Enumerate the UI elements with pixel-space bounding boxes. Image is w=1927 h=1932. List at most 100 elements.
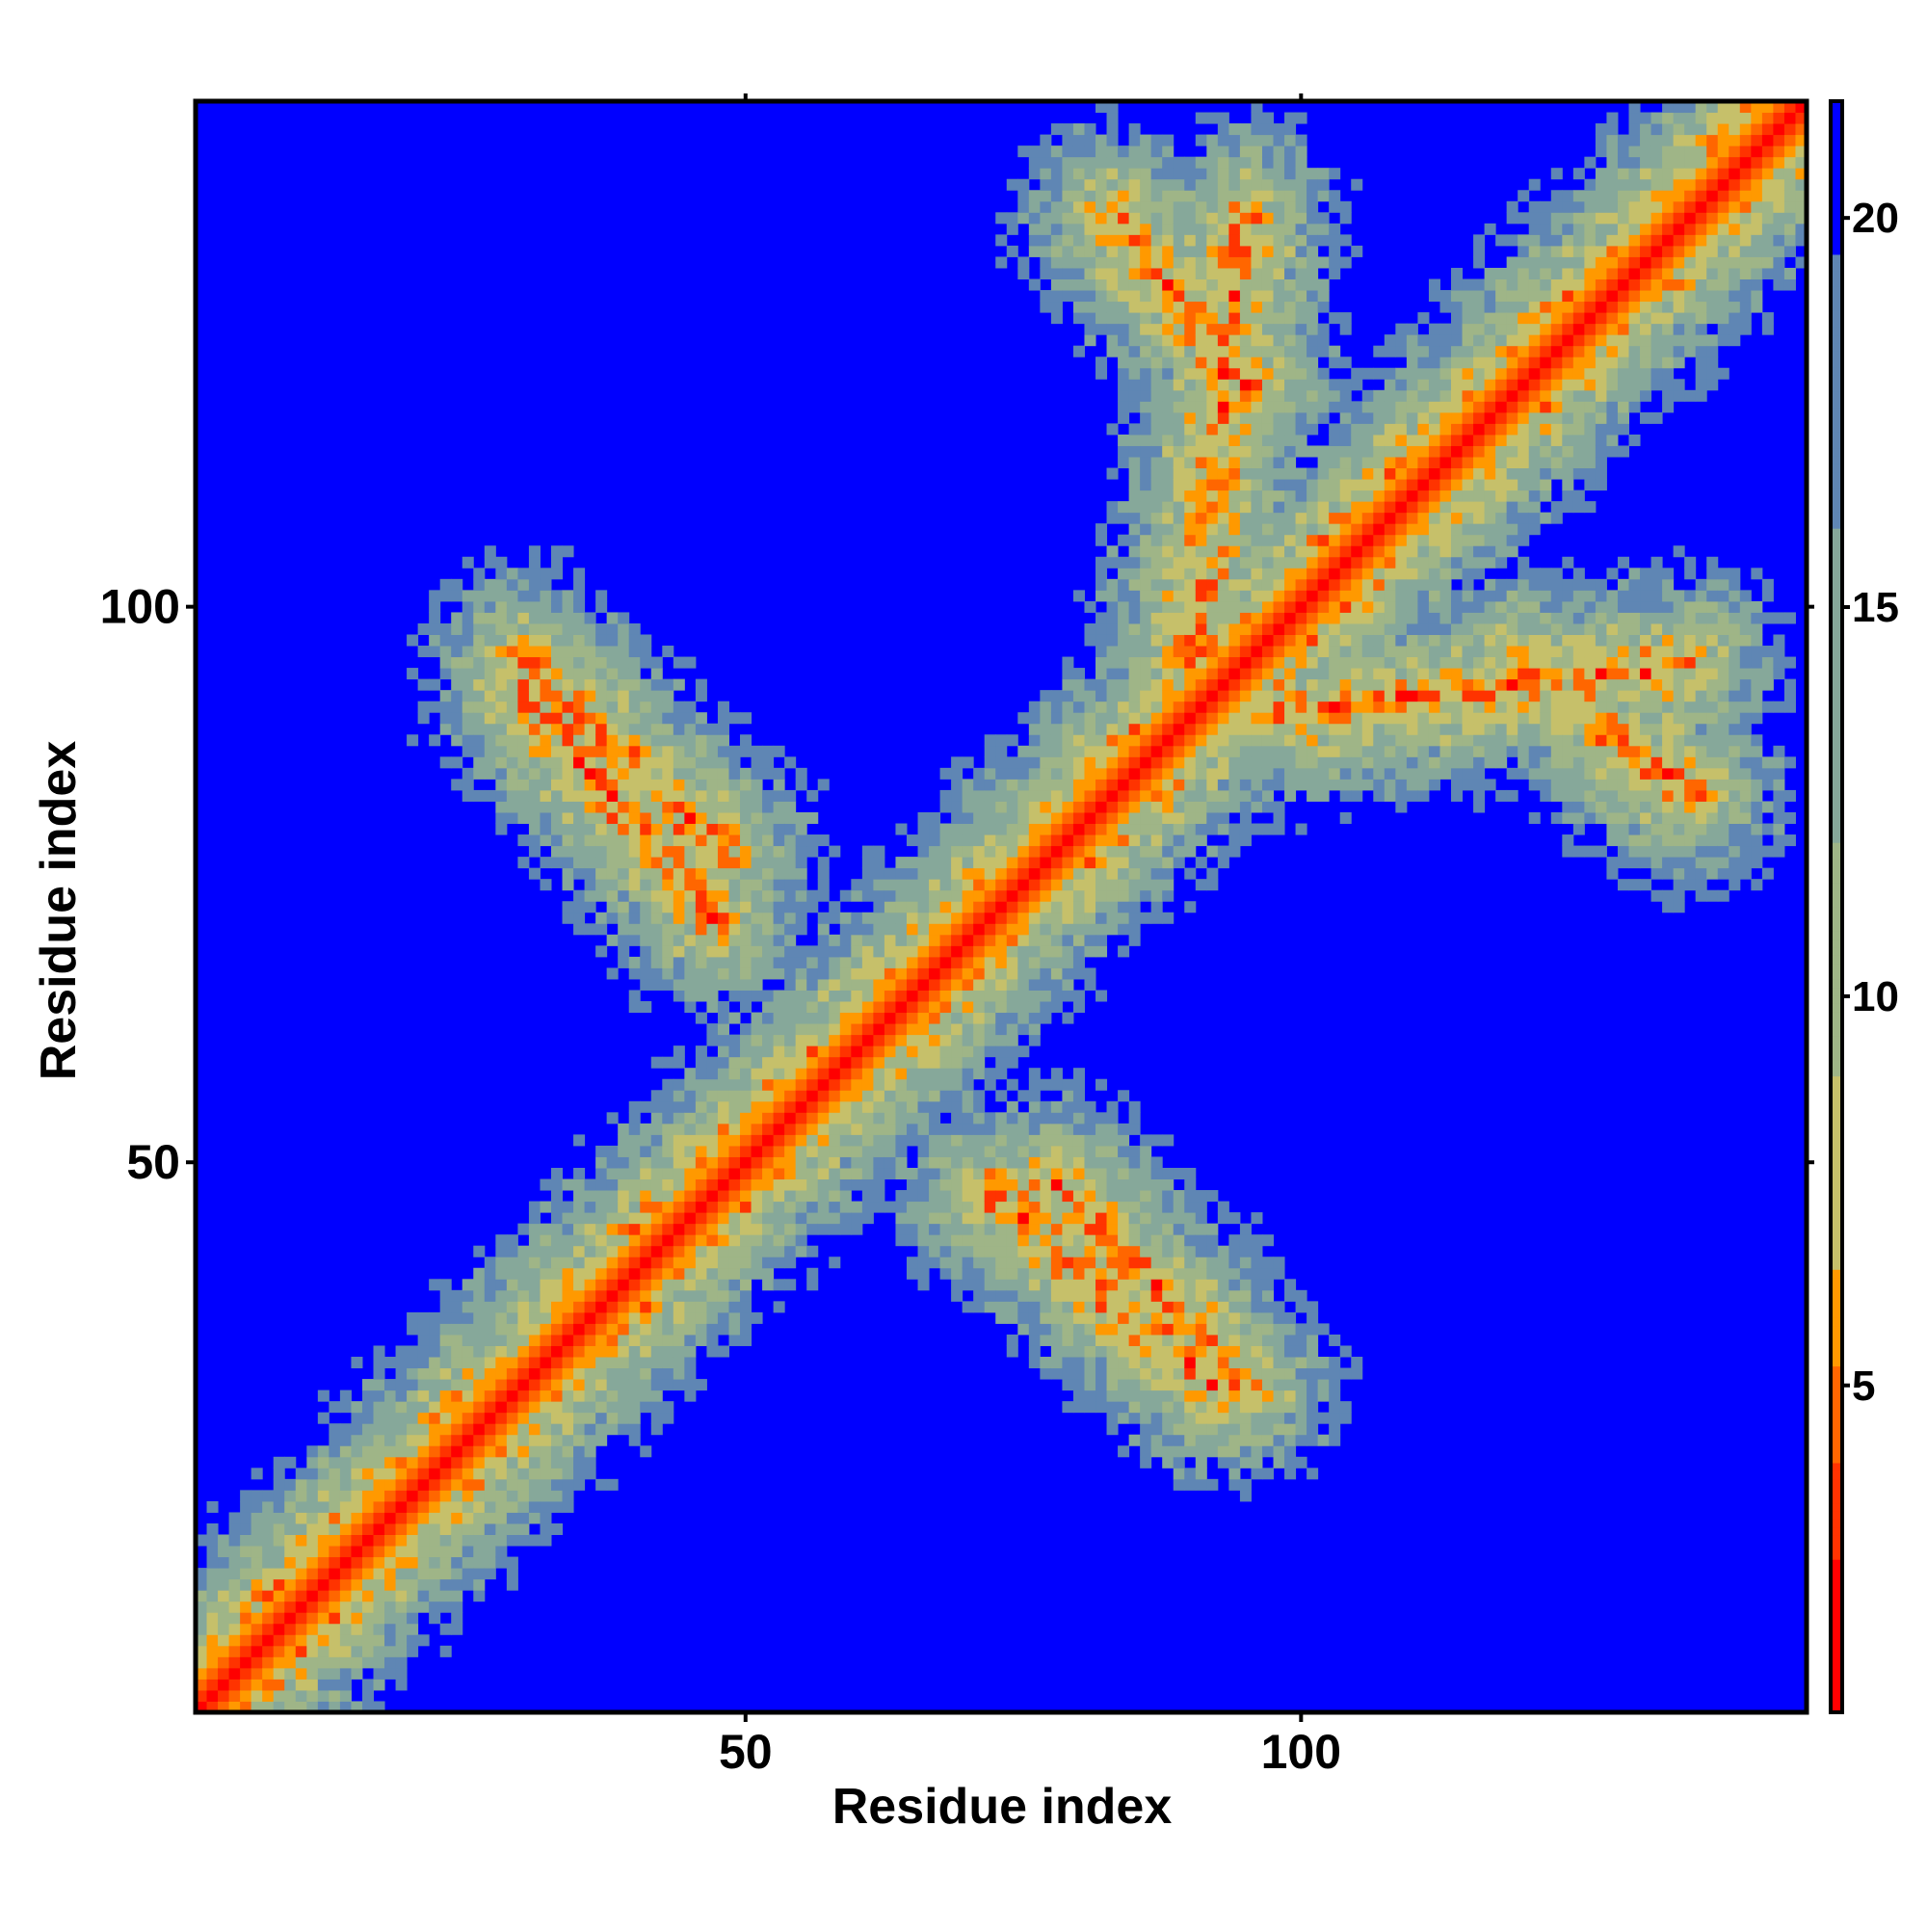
- heatmap-cell: [839, 945, 852, 958]
- heatmap-cell: [984, 990, 996, 1002]
- heatmap-cell: [762, 1279, 775, 1291]
- heatmap-cell: [684, 978, 697, 991]
- heatmap-cell: [762, 889, 775, 902]
- heatmap-cell: [962, 845, 974, 858]
- heatmap-cell: [540, 756, 552, 769]
- heatmap-cell: [1062, 245, 1074, 257]
- heatmap-cell: [1239, 1289, 1252, 1302]
- heatmap-cell: [1017, 1023, 1030, 1036]
- heatmap-cell: [1062, 1212, 1074, 1225]
- heatmap-cell: [1006, 223, 1018, 235]
- heatmap-cell: [650, 1357, 663, 1369]
- heatmap-cell: [451, 1601, 463, 1613]
- heatmap-cell: [1072, 1167, 1085, 1180]
- heatmap-cell: [962, 967, 974, 980]
- heatmap-cell: [1095, 622, 1108, 635]
- heatmap-cell: [417, 1456, 430, 1469]
- heatmap-cell: [1072, 1267, 1085, 1280]
- heatmap-cell: [1072, 1323, 1085, 1336]
- heatmap-cell: [573, 1201, 586, 1213]
- heatmap-cell: [684, 1190, 697, 1203]
- heatmap-cell: [451, 1590, 463, 1602]
- heatmap-cell: [762, 1112, 775, 1125]
- heatmap-cell: [606, 668, 619, 680]
- heatmap-cell: [550, 1434, 564, 1446]
- heatmap-cell: [562, 1412, 574, 1424]
- heatmap-cell: [1184, 845, 1197, 858]
- heatmap-cell: [884, 1001, 896, 1014]
- heatmap-cell: [395, 1389, 408, 1402]
- heatmap-cell: [1150, 1412, 1163, 1424]
- heatmap-cell: [817, 1201, 830, 1213]
- heatmap-cell: [751, 779, 763, 791]
- heatmap-cell: [861, 1068, 874, 1080]
- heatmap-cell: [773, 1112, 785, 1125]
- heatmap-cell: [1162, 634, 1175, 647]
- heatmap-cell: [1072, 956, 1085, 968]
- heatmap-cell: [1040, 256, 1052, 269]
- heatmap-cell: [573, 590, 586, 602]
- heatmap-cell: [417, 1634, 430, 1647]
- heatmap-cell: [1040, 789, 1052, 802]
- heatmap-cell: [417, 1534, 430, 1547]
- heatmap-cell: [1206, 467, 1219, 480]
- heatmap-cell: [740, 1301, 752, 1313]
- heatmap-cell: [1150, 1234, 1163, 1247]
- heatmap-cell: [1251, 1257, 1263, 1269]
- heatmap-cell: [1040, 1201, 1052, 1213]
- heatmap-cell: [1217, 190, 1229, 202]
- heatmap-cell: [506, 1257, 518, 1269]
- heatmap-cell: [806, 1012, 819, 1024]
- heatmap-cell: [728, 956, 741, 968]
- heatmap-cell: [662, 1367, 674, 1380]
- heatmap-cell: [595, 1156, 608, 1169]
- heatmap-cell: [506, 690, 518, 702]
- heatmap-cell: [640, 646, 652, 658]
- heatmap-cell: [506, 779, 518, 791]
- heatmap-cell: [628, 668, 641, 680]
- heatmap-cell: [806, 945, 819, 958]
- heatmap-cell: [706, 901, 719, 913]
- heatmap-cell: [251, 1512, 263, 1524]
- heatmap-cell: [495, 1445, 508, 1458]
- heatmap-cell: [1128, 357, 1141, 369]
- heatmap-cell: [1006, 1123, 1018, 1135]
- heatmap-cell: [917, 1279, 930, 1291]
- heatmap-cell: [1206, 411, 1219, 424]
- heatmap-cell: [1084, 1245, 1096, 1257]
- heatmap-cell: [1050, 1289, 1063, 1302]
- heatmap-cell: [540, 879, 552, 891]
- heatmap-cell: [917, 845, 930, 858]
- heatmap-cell: [740, 967, 752, 980]
- heatmap-cell: [595, 1212, 608, 1225]
- heatmap-cell: [618, 956, 630, 968]
- heatmap-cell: [1184, 523, 1197, 536]
- heatmap-cell: [884, 1100, 896, 1113]
- heatmap-cell: [762, 923, 775, 936]
- heatmap-cell: [395, 1568, 408, 1580]
- heatmap-cell: [640, 1445, 652, 1458]
- heatmap-cell: [1173, 1212, 1185, 1225]
- heatmap-cell: [1140, 1223, 1152, 1235]
- heatmap-cell: [1106, 1134, 1119, 1147]
- heatmap-cell: [618, 1357, 630, 1369]
- heatmap-cell: [1062, 1178, 1074, 1191]
- heatmap-cell: [1173, 1367, 1185, 1380]
- heatmap-cell: [317, 1478, 330, 1491]
- heatmap-cell: [361, 1423, 374, 1436]
- heatmap-cell: [1228, 789, 1241, 802]
- heatmap-cell: [495, 1379, 508, 1391]
- heatmap-cell: [1162, 334, 1175, 347]
- heatmap-cell: [773, 1134, 785, 1147]
- heatmap-cell: [1217, 267, 1229, 279]
- heatmap-cell: [1095, 879, 1108, 891]
- heatmap-cell: [1184, 568, 1197, 580]
- heatmap-cell: [517, 1478, 530, 1491]
- heatmap-cell: [273, 1689, 285, 1702]
- heatmap-cell: [1228, 590, 1241, 602]
- heatmap-cell: [1251, 1279, 1263, 1291]
- heatmap-cell: [1184, 1334, 1197, 1346]
- heatmap-cell: [417, 1357, 430, 1369]
- heatmap-cell: [1140, 1212, 1152, 1225]
- heatmap-cell: [1228, 801, 1241, 813]
